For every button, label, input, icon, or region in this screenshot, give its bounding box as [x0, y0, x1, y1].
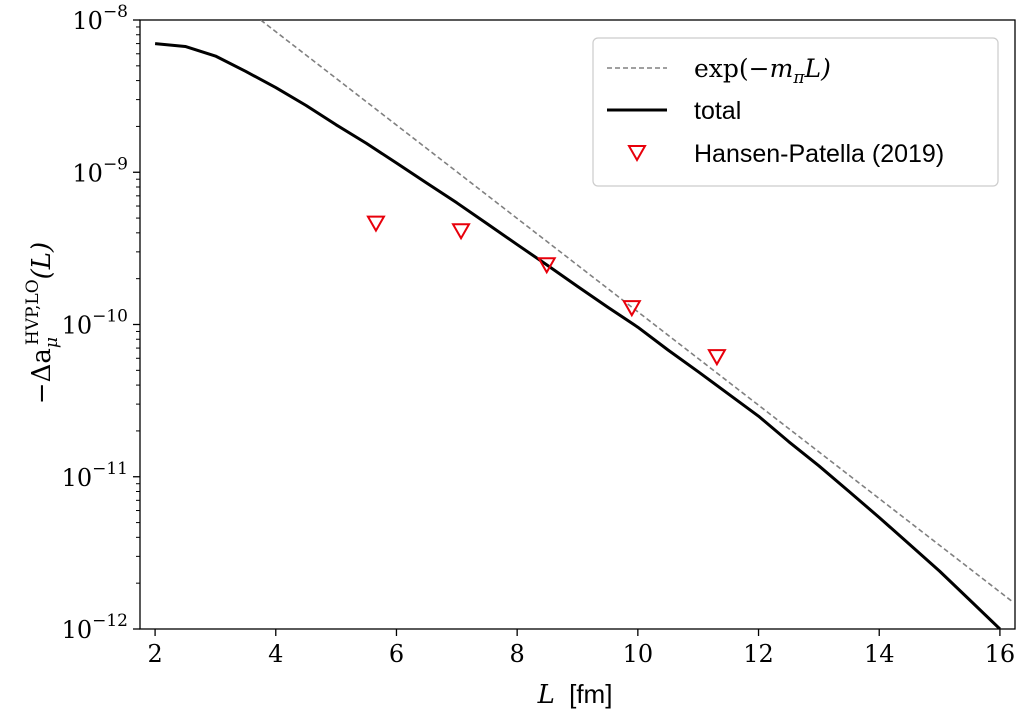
svg-text:−ΔaμHVP,LO(L): −ΔaμHVP,LO(L): [23, 242, 62, 404]
legend-swatch-hansen-patella: [627, 145, 647, 163]
x-tick-label: 2: [147, 640, 162, 668]
hansen-patella-marker: [622, 300, 642, 318]
x-tick-label: 12: [743, 640, 774, 668]
y-tick-label: 10−12: [62, 611, 128, 644]
hansen-patella-marker: [451, 223, 471, 241]
exp-mpi-l-line: [260, 20, 1013, 602]
legend: exp(−mπL) total Hansen-Patella (2019): [592, 37, 999, 187]
ticks-layer: 2 4 6 8 10 12 14 16 10−12 10−11 10−10 10−9 10−8: [62, 2, 1016, 668]
x-tick-label: 4: [268, 640, 283, 668]
legend-box: [592, 37, 999, 187]
legend-label-total: total: [694, 97, 741, 125]
svg-text:L [fm]: L [fm]: [537, 679, 613, 710]
hansen-patella-marker: [537, 257, 557, 275]
x-tick-label: 8: [510, 640, 525, 668]
total-line: [154, 42, 1001, 629]
x-tick-label: 16: [985, 640, 1016, 668]
y-axis-label: −ΔaμHVP,LO(L): [23, 242, 62, 404]
hansen-patella-marker: [707, 349, 727, 367]
hansen-patella-marker: [366, 215, 386, 233]
x-tick-label: 6: [389, 640, 404, 668]
x-tick-label: 10: [623, 640, 654, 668]
legend-label-hansen-patella: Hansen-Patella (2019): [694, 140, 944, 168]
y-tick-label: 10−11: [62, 459, 128, 492]
y-tick-label: 10−9: [72, 154, 128, 187]
x-tick-label: 14: [864, 640, 895, 668]
series-layer: [154, 20, 1013, 629]
x-axis-label: L [fm]: [537, 679, 613, 710]
y-tick-label: 10−10: [62, 307, 128, 340]
y-tick-label: 10−8: [72, 2, 128, 35]
legend-label-exp: exp(−mπL): [694, 54, 831, 88]
